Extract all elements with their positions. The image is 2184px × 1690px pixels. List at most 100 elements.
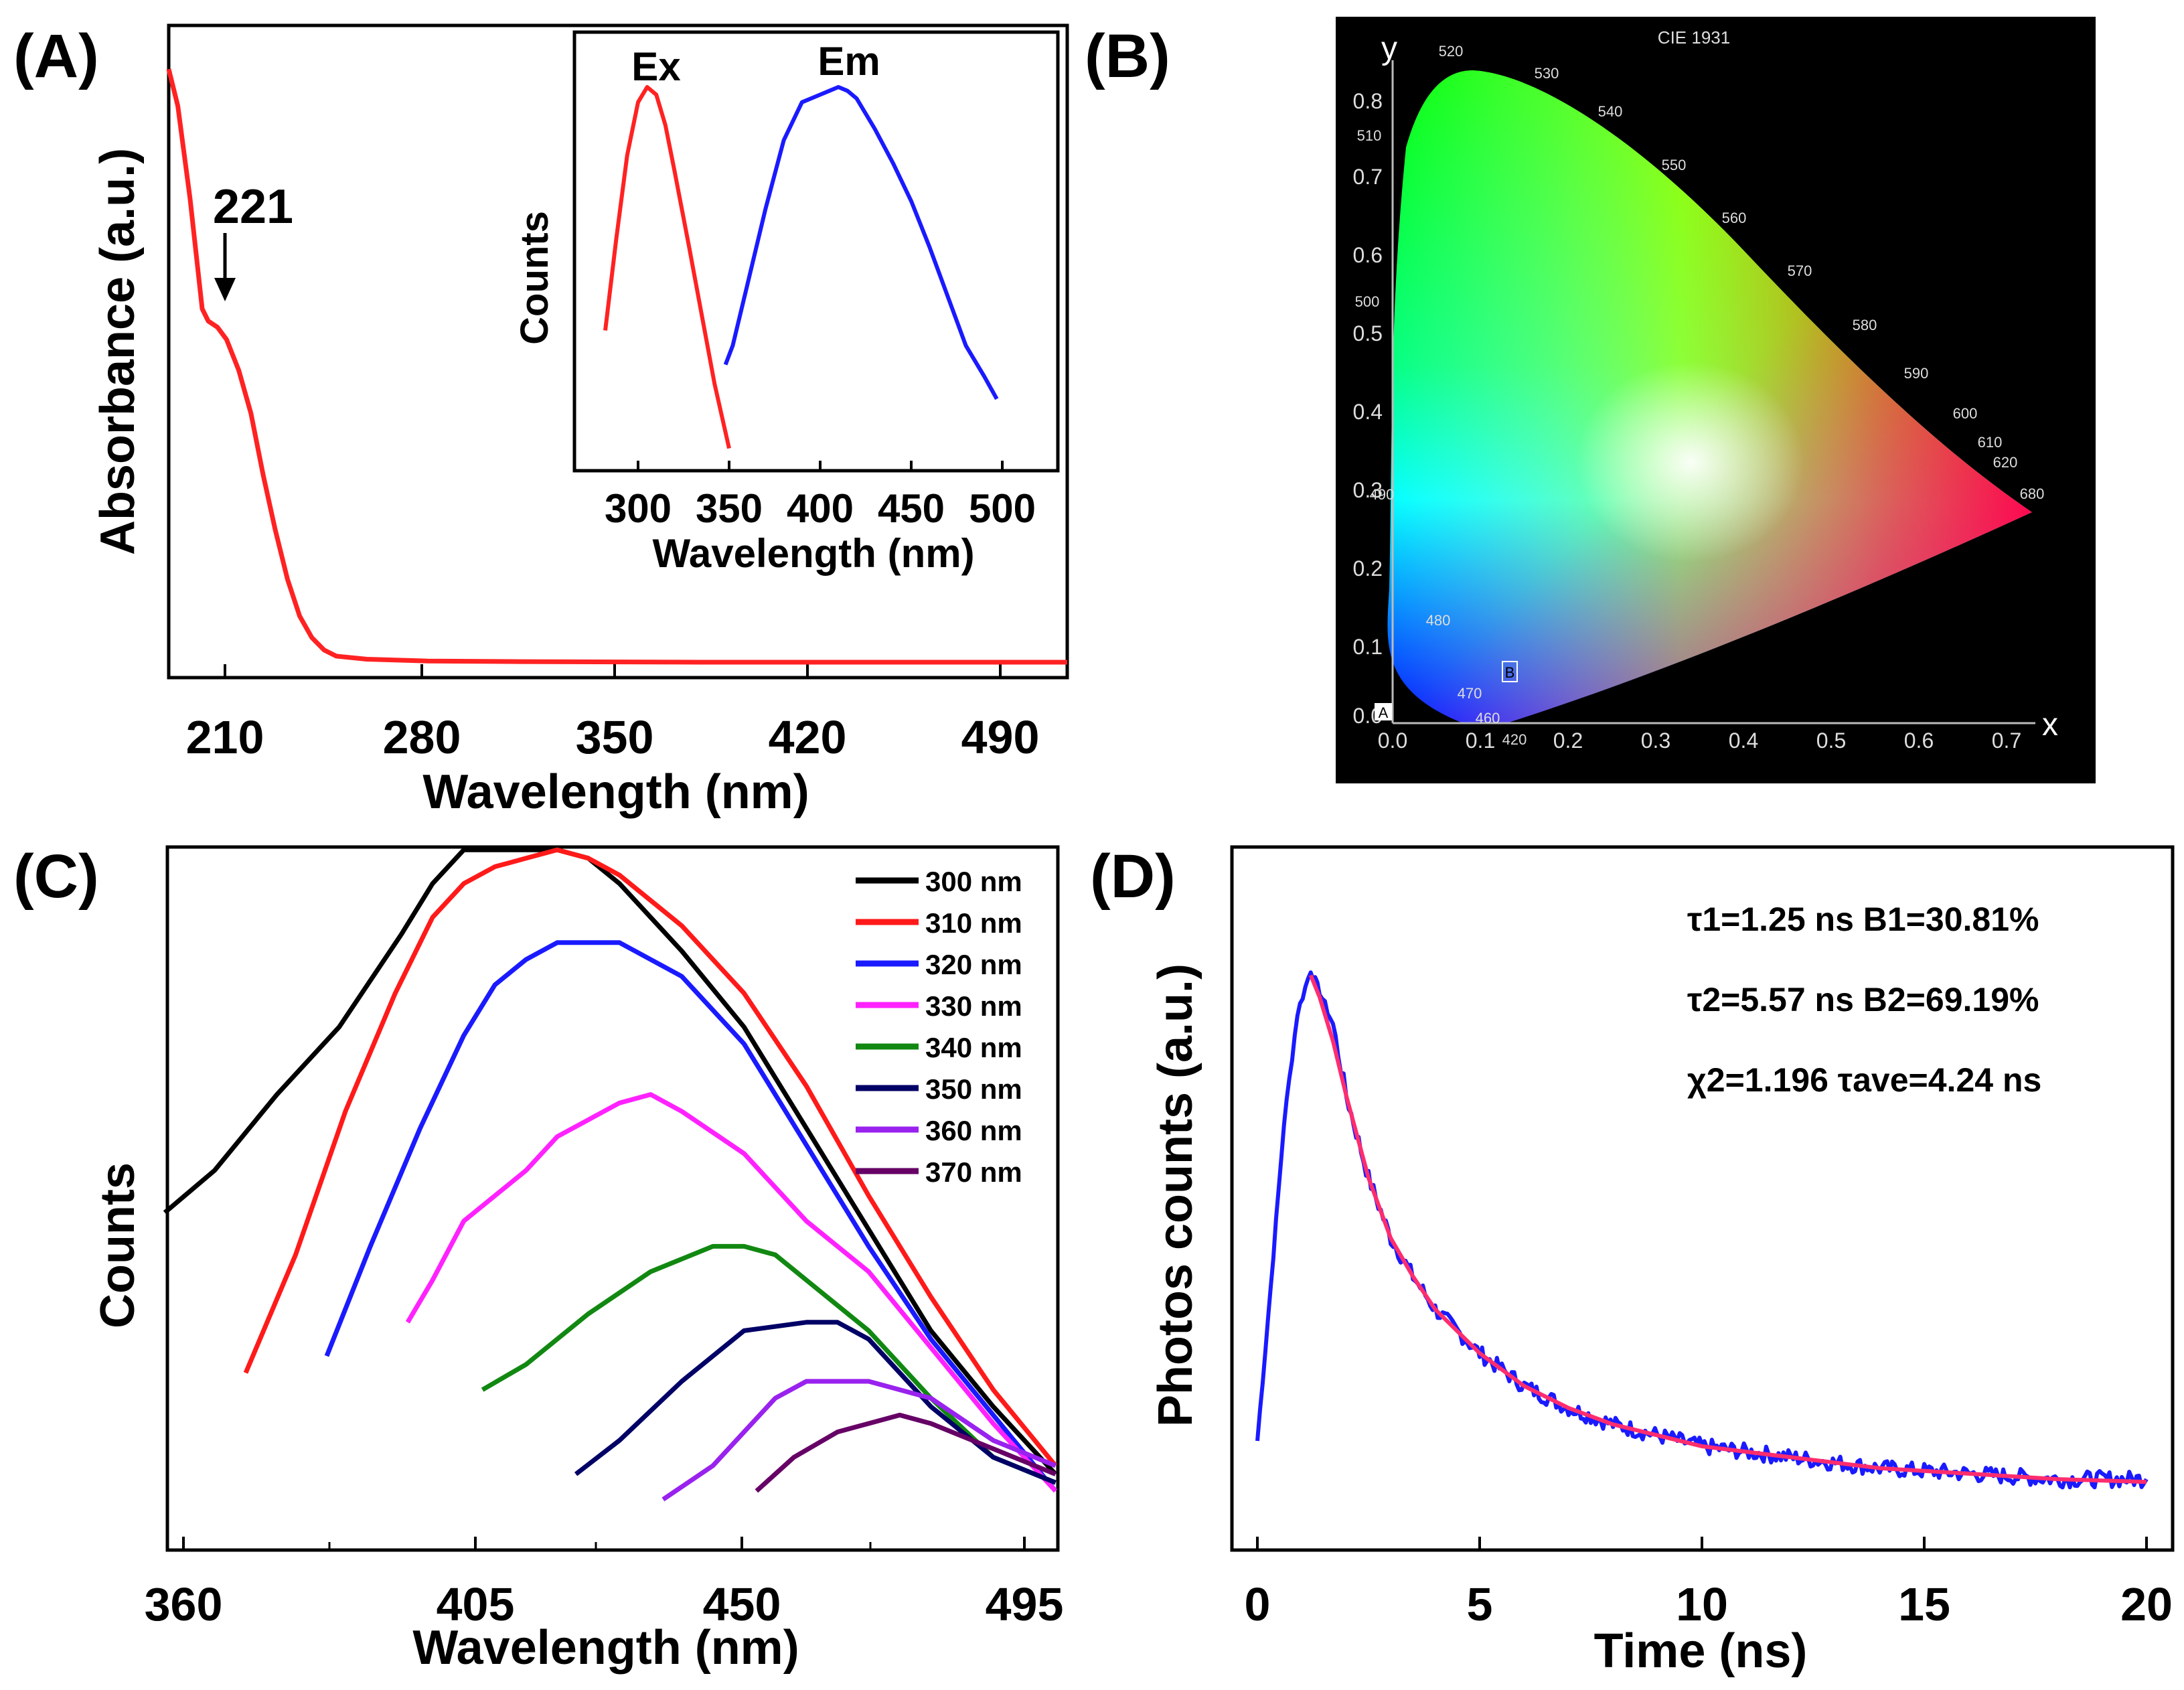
tick-label: 0.0 [1378, 728, 1407, 753]
legend-label-320: 320 nm [925, 949, 1022, 980]
panel-a-inset: 300 350 400 450 500 Wavelength (nm) Coun… [513, 30, 1060, 576]
wl-label: 540 [1598, 103, 1623, 120]
panel-d-xticks [1256, 1537, 2148, 1550]
wl-label: 420 [1502, 731, 1527, 748]
tick-label: 405 [437, 1578, 515, 1630]
panel-c-label: (C) [13, 842, 99, 911]
cie-x-label: x [2042, 707, 2058, 743]
panel-a: (A) 210 280 350 420 490 Wavelength (nm) … [13, 22, 1069, 819]
wl-label: 490 [1370, 486, 1395, 503]
tick-label: 0.3 [1641, 728, 1670, 753]
tick-label: 10 [1676, 1578, 1728, 1630]
cie-wavelength-labels: 420 460 470 480 490 500 510 520 530 540 … [1355, 43, 2045, 748]
tick-label: 0.5 [1816, 728, 1846, 753]
series-line-310-nm [243, 847, 1058, 1468]
series-line-360-nm [661, 1379, 1057, 1502]
tick-label: 500 [969, 486, 1036, 531]
legend-label-360: 360 nm [925, 1115, 1022, 1146]
tick-label: 0.4 [1353, 400, 1383, 424]
tick-label: 0.7 [1992, 728, 2021, 753]
tick-label: 0.1 [1466, 728, 1495, 753]
wl-label: 550 [1662, 157, 1687, 173]
wl-label: 610 [1978, 434, 2003, 451]
wl-label: 570 [1788, 262, 1812, 279]
tick-label: 490 [961, 711, 1040, 763]
ex-curve [603, 85, 731, 449]
cie-y-label: y [1381, 31, 1397, 66]
tick-label: 0.4 [1729, 728, 1758, 753]
wl-label: 600 [1953, 405, 1978, 422]
peak-arrow-head [214, 278, 236, 301]
tick-label: 0.2 [1553, 728, 1583, 753]
tick-label: 450 [703, 1578, 781, 1630]
panel-a-xticks [224, 664, 1002, 678]
tick-label: 360 [145, 1578, 223, 1630]
panel-c-series [163, 847, 1058, 1502]
tick-label: 0.8 [1353, 89, 1383, 113]
wl-label: 530 [1535, 65, 1559, 82]
tick-label: 495 [986, 1578, 1064, 1630]
tick-label: 350 [696, 486, 763, 531]
tick-label: 350 [576, 711, 654, 763]
cie-gamut [1387, 70, 2032, 723]
wl-label: 520 [1439, 43, 1464, 60]
tick-label: 0.2 [1353, 556, 1383, 581]
absorbance-curve [166, 68, 1067, 665]
panel-b: (B) CIE 1931 y x 0.0 0.1 0.2 0.3 0.4 0.5… [1085, 17, 2096, 783]
cie-marker-b: B [1502, 661, 1518, 682]
wl-label: 500 [1355, 293, 1380, 310]
tick-label: 0.6 [1353, 243, 1383, 267]
tick-label: 210 [186, 711, 264, 763]
cie-x-ticks: 0.0 0.1 0.2 0.3 0.4 0.5 0.6 0.7 [1378, 728, 2021, 753]
tick-label: 0.6 [1904, 728, 1934, 753]
marker-b-label: B [1505, 664, 1515, 681]
tick-label: 0.5 [1353, 321, 1383, 345]
cie-y-ticks: 0.0 0.1 0.2 0.3 0.4 0.5 0.6 0.7 0.8 [1353, 89, 1383, 728]
series-line-340-nm [481, 1243, 1057, 1485]
panel-c: (C) 300 nm 310 nm 320 nm 330 nm 340 nm 3… [13, 842, 1063, 1675]
wl-label: 580 [1853, 317, 1877, 333]
tick-label: 20 [2120, 1578, 2173, 1630]
tick-label: 5 [1467, 1578, 1493, 1630]
y-axis-label: Photos counts (a.u.) [1149, 964, 1202, 1427]
decay-data-line [1255, 970, 2149, 1490]
panel-b-label: (B) [1085, 22, 1170, 90]
tick-label: 420 [769, 711, 847, 763]
y-axis-label: Absorbance (a.u.) [91, 148, 145, 555]
wl-label: 470 [1458, 685, 1482, 702]
fit-param-line-3: χ2=1.196 τave=4.24 ns [1687, 1061, 2041, 1099]
inset-frame [572, 30, 1060, 473]
legend-label-310: 310 nm [925, 907, 1022, 939]
inset-y-axis-label: Counts [513, 211, 556, 345]
series-line-370-nm [755, 1412, 1057, 1493]
fit-param-line-1: τ1=1.25 ns B1=30.81% [1687, 901, 2039, 938]
panel-c-frame [165, 845, 1060, 1552]
tick-label: 280 [383, 711, 461, 763]
tick-label: 0.3 [1353, 478, 1383, 502]
wl-label: 460 [1476, 710, 1500, 726]
panel-c-legend: 300 nm 310 nm 320 nm 330 nm 340 nm 350 n… [856, 866, 1022, 1188]
tick-label: 0 [1245, 1578, 1271, 1630]
legend-label-330: 330 nm [925, 990, 1022, 1022]
legend-label-350: 350 nm [925, 1073, 1022, 1105]
wl-label: 480 [1426, 612, 1451, 629]
em-label: Em [817, 39, 880, 84]
decay-fit-line [1308, 974, 2147, 1484]
wl-label: 590 [1904, 365, 1929, 382]
panel-c-xticks [182, 1537, 1026, 1550]
x-axis-label: Time (ns) [1594, 1624, 1808, 1678]
wl-label: 560 [1722, 210, 1747, 226]
legend-label-300: 300 nm [925, 866, 1022, 897]
x-axis-label: Wavelength (nm) [422, 765, 809, 819]
em-curve [723, 85, 999, 400]
peak-annotation: 221 [213, 180, 293, 234]
fit-param-line-2: τ2=5.57 ns B2=69.19% [1687, 981, 2039, 1018]
wl-label: 510 [1357, 127, 1382, 144]
tick-label: 400 [787, 486, 854, 531]
y-axis-label: Counts [91, 1162, 145, 1328]
tick-label: 0.7 [1353, 165, 1383, 189]
ex-label: Ex [631, 44, 680, 89]
tick-label: 300 [605, 486, 672, 531]
legend-label-340: 340 nm [925, 1032, 1022, 1063]
